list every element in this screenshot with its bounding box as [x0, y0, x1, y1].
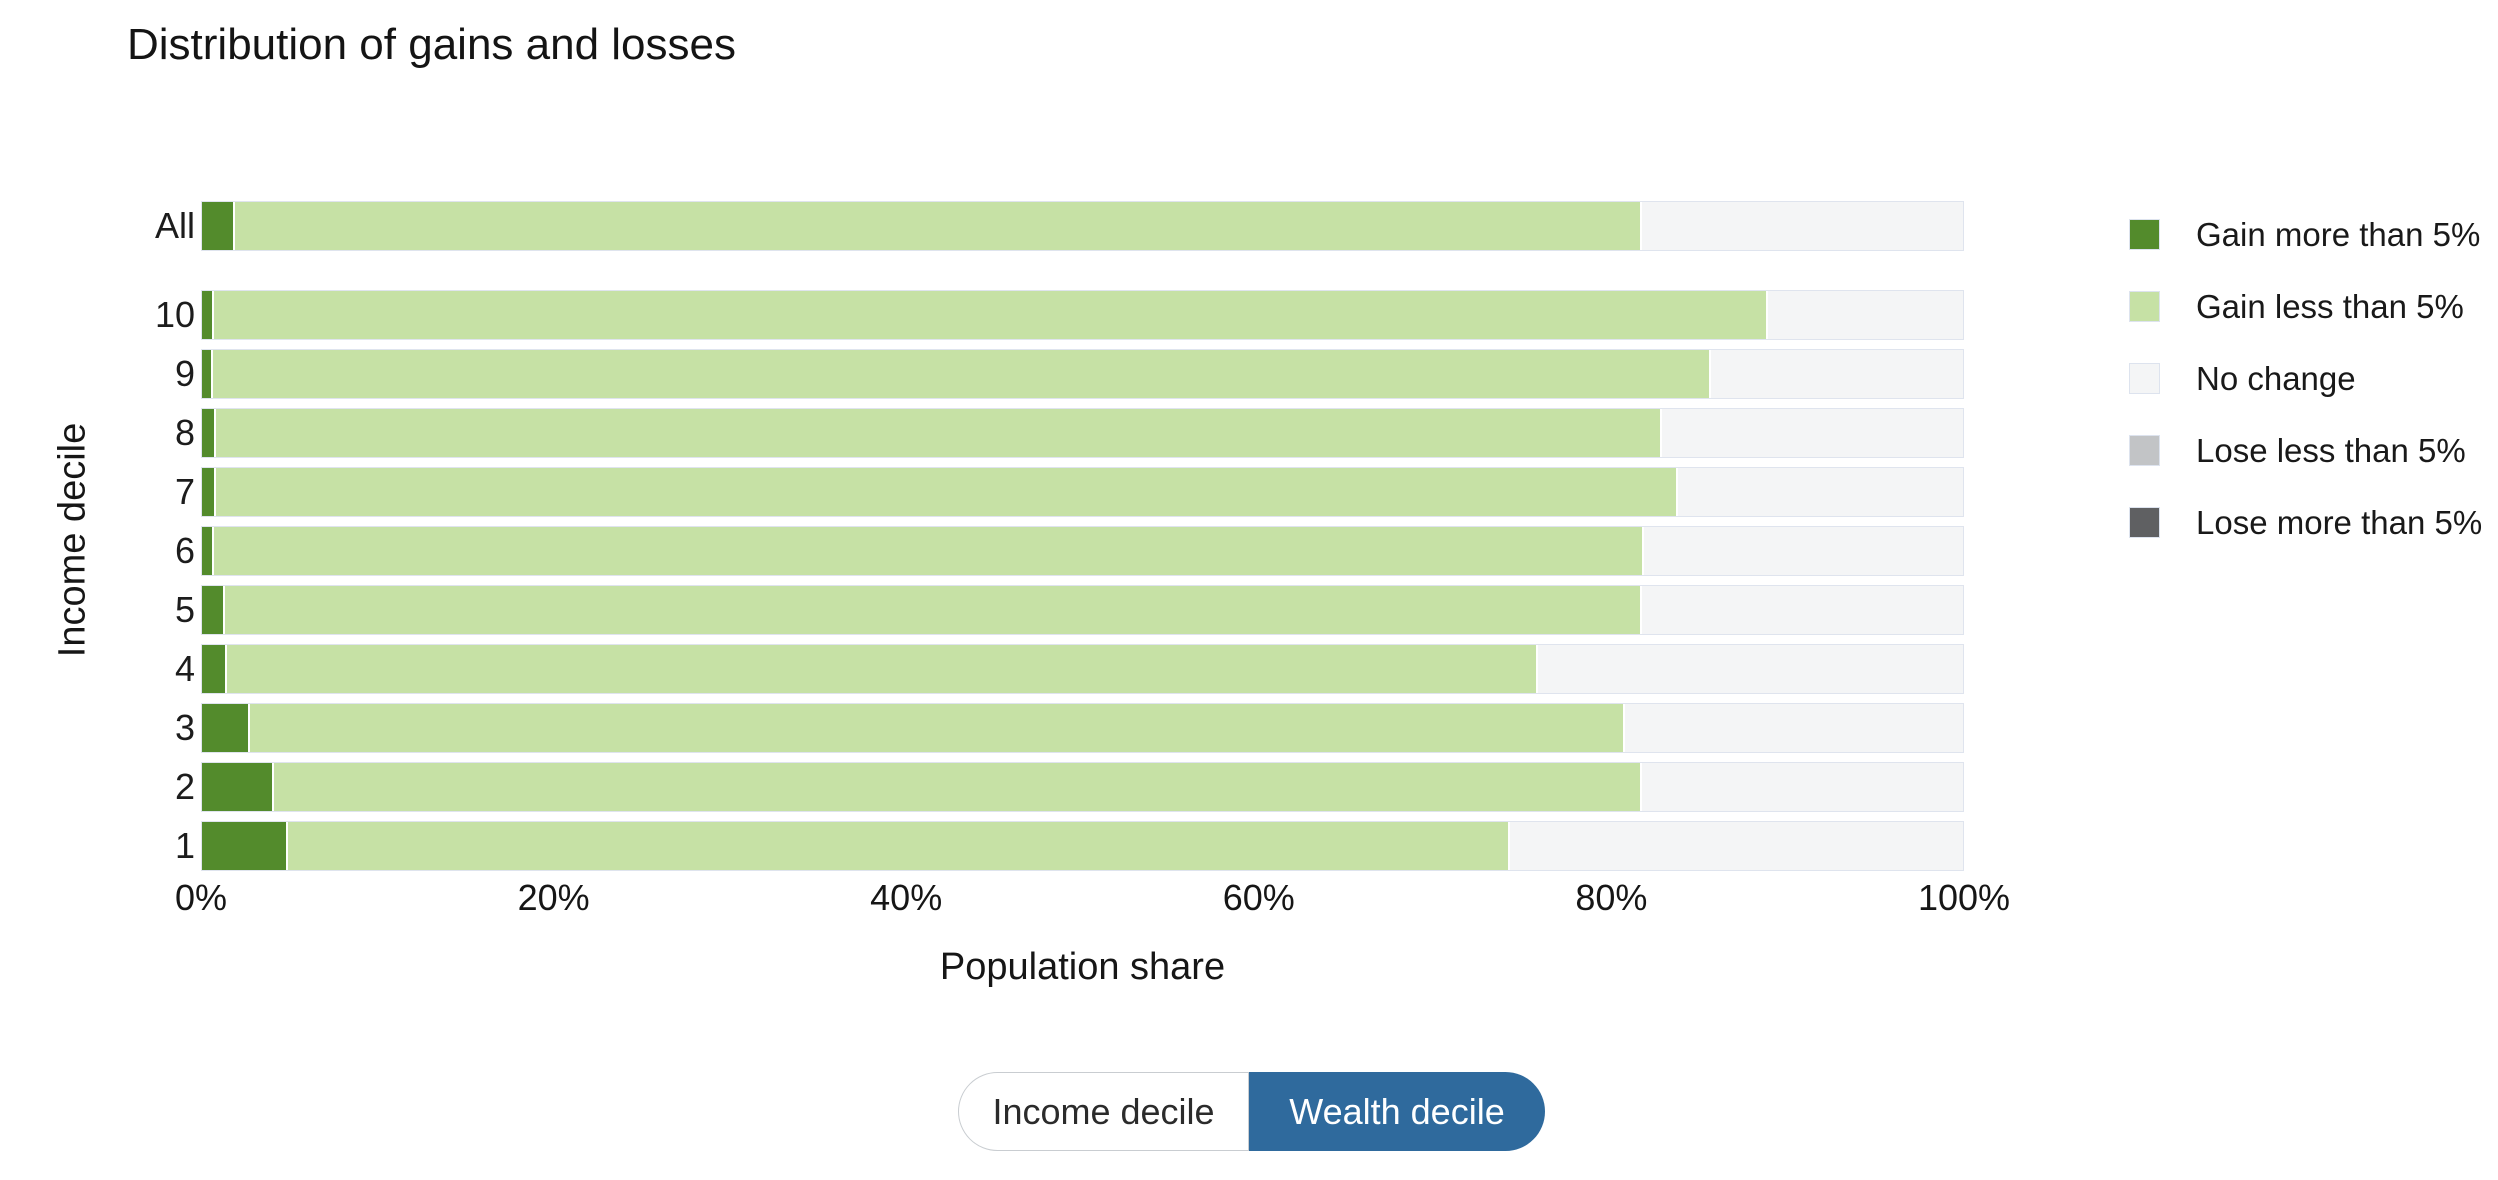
stacked-bar — [201, 290, 1964, 340]
bar-row-6: 6 — [0, 526, 1964, 576]
segment-gain-less-than-5- — [214, 291, 1768, 339]
page-title: Distribution of gains and losses — [127, 20, 736, 69]
segment-gain-more-than-5- — [202, 586, 225, 634]
stacked-bar — [201, 408, 1964, 458]
x-tick-label: 100% — [1917, 877, 2011, 918]
x-tick-label: 0% — [174, 877, 228, 918]
x-tick-label: 80% — [1575, 877, 1648, 918]
segment-gain-more-than-5- — [202, 202, 236, 250]
y-tick-label: 10 — [154, 294, 195, 335]
segment-gain-more-than-5- — [202, 350, 213, 398]
x-tick-label: 20% — [517, 877, 590, 918]
x-tick-label: 40% — [870, 877, 943, 918]
segment-gain-less-than-5- — [212, 350, 1712, 398]
legend-item-lose-more-than-5-: Lose more than 5% — [2129, 504, 2482, 541]
legend-swatch-icon — [2129, 219, 2160, 250]
legend-label: Lose more than 5% — [2196, 503, 2483, 541]
stacked-bar — [201, 526, 1964, 576]
x-tick-label: 60% — [1222, 877, 1295, 918]
x-axis-title: Population share — [939, 946, 1226, 988]
bar-row-2: 2 — [0, 762, 1964, 812]
bar-row-9: 9 — [0, 349, 1964, 399]
bar-row-1: 1 — [0, 821, 1964, 871]
stacked-bar — [201, 821, 1964, 871]
segment-gain-less-than-5- — [235, 202, 1643, 250]
segment-gain-more-than-5- — [202, 409, 217, 457]
bar-row-7: 7 — [0, 467, 1964, 517]
legend-item-gain-less-than-5-: Gain less than 5% — [2129, 288, 2482, 325]
bar-row-8: 8 — [0, 408, 1964, 458]
legend-item-gain-more-than-5-: Gain more than 5% — [2129, 216, 2482, 253]
legend: Gain more than 5% Gain less than 5% No cha… — [2129, 216, 2482, 579]
legend-label: Gain less than 5% — [2196, 287, 2464, 325]
bar-row-10: 10 — [0, 290, 1964, 340]
decile-toggle-group: Income decile Wealth decile — [958, 1072, 1545, 1151]
y-axis-title: Income decile — [51, 422, 94, 658]
y-tick-label: 2 — [174, 766, 195, 807]
stacked-bar — [201, 762, 1964, 812]
legend-swatch-icon — [2129, 435, 2160, 466]
y-tick-label: 8 — [174, 412, 195, 453]
segment-gain-more-than-5- — [202, 704, 250, 752]
toggle-button-income-decile[interactable]: Income decile — [958, 1072, 1249, 1151]
stacked-bar — [201, 467, 1964, 517]
bar-row-4: 4 — [0, 644, 1964, 694]
segment-gain-less-than-5- — [216, 409, 1662, 457]
legend-swatch-icon — [2129, 507, 2160, 538]
bar-row-5: 5 — [0, 585, 1964, 635]
stacked-bar — [201, 703, 1964, 753]
y-tick-label: 4 — [174, 648, 195, 689]
bar-row-3: 3 — [0, 703, 1964, 753]
segment-gain-more-than-5- — [202, 822, 289, 870]
segment-gain-less-than-5- — [214, 527, 1645, 575]
y-tick-label: 5 — [174, 589, 195, 630]
segment-gain-less-than-5- — [249, 704, 1625, 752]
segment-gain-more-than-5- — [202, 291, 215, 339]
legend-label: Lose less than 5% — [2196, 431, 2466, 469]
segment-gain-less-than-5- — [216, 468, 1678, 516]
legend-swatch-icon — [2129, 363, 2160, 394]
legend-swatch-icon — [2129, 291, 2160, 322]
stacked-bar — [201, 644, 1964, 694]
segment-gain-more-than-5- — [202, 527, 215, 575]
y-tick-label: All — [154, 205, 195, 246]
y-tick-label: 7 — [174, 471, 195, 512]
y-tick-label: 3 — [174, 707, 195, 748]
segment-gain-less-than-5- — [224, 586, 1643, 634]
legend-item-lose-less-than-5-: Lose less than 5% — [2129, 432, 2482, 469]
segment-gain-less-than-5- — [226, 645, 1539, 693]
bar-row-all: All — [0, 201, 1964, 251]
y-tick-label: 1 — [174, 825, 195, 866]
stacked-bar — [201, 201, 1964, 251]
segment-gain-more-than-5- — [202, 468, 217, 516]
stacked-bar — [201, 585, 1964, 635]
legend-item-no-change: No change — [2129, 360, 2482, 397]
segment-gain-more-than-5- — [202, 763, 275, 811]
legend-label: No change — [2196, 359, 2356, 397]
y-tick-label: 9 — [174, 353, 195, 394]
segment-gain-less-than-5- — [274, 763, 1643, 811]
legend-label: Gain more than 5% — [2196, 215, 2481, 253]
toggle-button-wealth-decile[interactable]: Wealth decile — [1249, 1072, 1545, 1151]
stacked-bar — [201, 349, 1964, 399]
segment-gain-less-than-5- — [288, 822, 1511, 870]
segment-gain-more-than-5- — [202, 645, 227, 693]
y-tick-label: 6 — [174, 530, 195, 571]
